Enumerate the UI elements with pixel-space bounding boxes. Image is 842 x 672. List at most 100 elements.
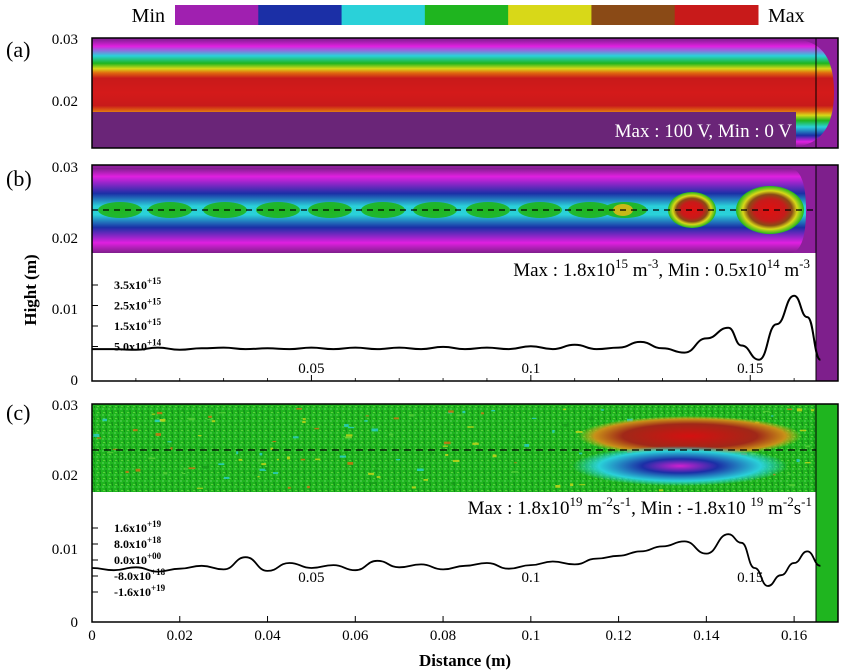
panel-c: (c) Max : 1.8x1019 m-2s-1, Min : -1.8x10… [6, 398, 839, 644]
panel-c-speck [447, 412, 453, 414]
panel-c-speck [467, 426, 474, 428]
panel-c-inset-tick-label-0: 1.6x10+19 [114, 519, 162, 535]
panel-c-speck [389, 433, 394, 436]
panel-c-speck [514, 462, 517, 464]
panel-c-speck [789, 484, 795, 487]
panel-c-speck [423, 479, 428, 481]
colorbar-swatch-0 [175, 5, 259, 25]
panel-c-speck [97, 437, 102, 439]
panel-c-speck [261, 463, 267, 466]
panel-c-speck [315, 458, 321, 461]
panel-c-speck [448, 410, 454, 413]
panel-c-speck [151, 413, 156, 415]
panel-b-annotation: Max : 1.8x1015 m-3, Min : 0.5x1014 m-3 [513, 256, 810, 281]
panel-c-speck [787, 408, 792, 411]
panel-c-speck [409, 414, 414, 417]
panel-c-speck [125, 470, 129, 473]
panel-c-speck [555, 485, 561, 488]
panel-a-frame [91, 37, 839, 149]
panel-a-ytick-0.02: 0.02 [52, 94, 78, 110]
panel-c-xtick-label-7: 0.14 [693, 628, 720, 644]
panel-c-inset [92, 492, 816, 622]
panel-c-speck [182, 473, 186, 474]
colorbar-swatch-5 [591, 5, 676, 25]
panel-c-speck [188, 467, 196, 469]
panel-c-speck [411, 486, 416, 489]
panel-c-speck [236, 451, 239, 455]
panel-b-inset-tick-label-0: 3.5x10+15 [114, 276, 162, 292]
panel-c-speck [347, 462, 354, 465]
panel-c-inset-tick-label-4: -1.6x10+19 [114, 583, 166, 599]
panel-c-speck [796, 408, 803, 412]
panel-c-speck [375, 464, 379, 468]
panel-c-speck [199, 447, 204, 449]
panel-c-speck [155, 433, 161, 436]
panel-c-label: (c) [6, 400, 30, 425]
panel-c-speck [211, 420, 216, 423]
panel-c-ytick-0: 0 [71, 615, 79, 631]
panel-c-speck [787, 473, 791, 476]
colorbar-min-label: Min [132, 5, 165, 27]
panel-c-speck [287, 456, 291, 460]
panel-c-speck [456, 414, 462, 417]
panel-c-speck [364, 420, 368, 422]
panel-b-peak-hot-2 [736, 186, 804, 234]
panel-c-speck [431, 451, 434, 455]
panel-c-speck [344, 424, 349, 427]
panel-c-speck [196, 487, 203, 489]
panel-c-speck [771, 415, 774, 417]
panel-c-speck [154, 419, 162, 423]
panel-b-label: (b) [6, 166, 32, 191]
panel-c-inner-xtick-1: 0.1 [521, 570, 540, 586]
panel-c-speck [339, 455, 346, 458]
panel-c-xtick-label-8: 0.16 [781, 628, 808, 644]
panel-c-speck [223, 476, 230, 479]
panel-b-ytick-0: 0 [71, 373, 79, 389]
panel-c-speck [257, 459, 265, 462]
panel-b-inset [92, 253, 816, 381]
panel-c-speck [197, 435, 202, 437]
panel-c-xtick-label-6: 0.12 [605, 628, 631, 644]
panel-c-speck [452, 459, 460, 462]
panel-c-series-line [91, 533, 821, 587]
panel-c-speck [218, 412, 226, 414]
panel-c-speck [259, 452, 263, 456]
panel-c-speck [253, 472, 257, 475]
panel-c-xtick-label-2: 0.04 [254, 628, 281, 644]
panel-c-speck [395, 459, 401, 461]
panel-b-right-wall [816, 165, 838, 381]
panel-c-speck [270, 447, 274, 450]
panel-c-speck [371, 428, 379, 432]
panel-c-inner-xtick-2: 0.15 [737, 570, 763, 586]
panel-c-ytick-0.02: 0.02 [52, 468, 78, 484]
panel-b-xtick-label-2: 0.15 [737, 361, 763, 377]
panel-c-speck [167, 441, 172, 443]
panel-c-xtick-label-4: 0.08 [430, 628, 456, 644]
panel-c-speck [183, 467, 186, 470]
panel-a-label: (a) [6, 37, 30, 62]
panel-c-xtick-label-0: 0 [88, 628, 96, 644]
panel-a-electrode [92, 112, 796, 148]
panel-c-speck [524, 410, 528, 412]
panel-a-annotation: Max : 100 V, Min : 0 V [615, 121, 793, 142]
panel-b-ytick-0.02: 0.02 [52, 231, 78, 247]
panel-c-speck [524, 444, 529, 447]
panel-c-speck [579, 452, 583, 455]
panel-c-speck [163, 471, 168, 475]
panel-c-speck [257, 476, 260, 478]
panel-b-xaxis: 0.05 0.1 0.15 [135, 361, 795, 381]
panel-c-speck [93, 433, 100, 437]
panel-c-speck [159, 419, 166, 422]
panel-c-speck [492, 454, 497, 458]
panel-c-speck [148, 457, 156, 460]
panel-b-peak-4 [308, 202, 352, 218]
panel-c-speck [805, 445, 811, 448]
panel-c-speck [208, 415, 212, 418]
panel-c-ytick-0.03: 0.03 [52, 398, 78, 414]
panel-c-annotation: Max : 1.8x1019 m-2s-1, Min : -1.8x10 19 … [468, 494, 812, 519]
y-axis-title: Hight (m) [21, 254, 40, 325]
panel-c-speck [132, 429, 138, 432]
panel-b-density-peaks [98, 186, 804, 234]
panel-a: (a) Max : 100 V, Min : 0 V 0.03 0.02 [6, 32, 839, 149]
panel-b-inset-axis: 3.5x10+152.5x10+151.5x10+155.0x10+14 [92, 276, 162, 354]
